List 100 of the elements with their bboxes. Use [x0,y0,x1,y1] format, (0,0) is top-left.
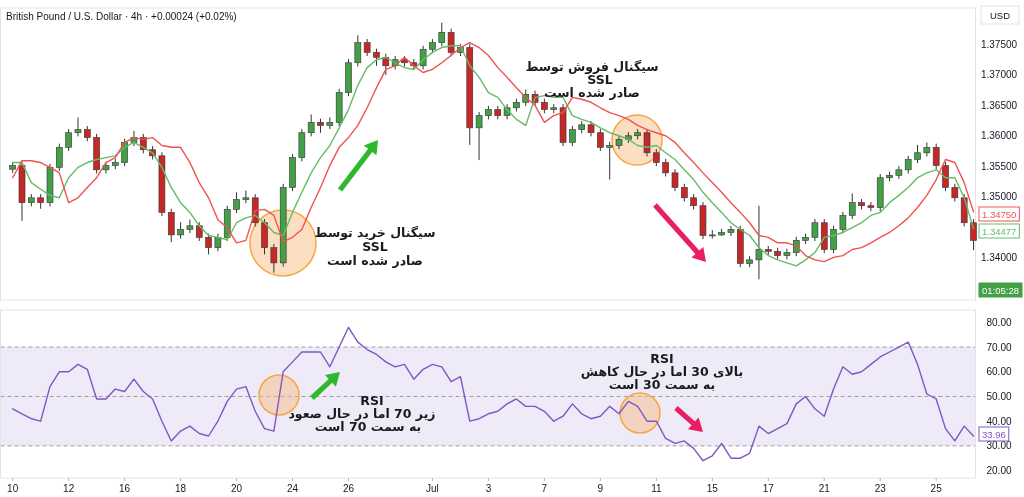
candlestick [914,144,921,164]
candlestick [363,38,371,57]
candlestick [653,148,660,167]
candlestick [429,38,436,54]
candlestick [186,219,194,234]
x-tick-label: 25 [930,482,943,494]
candlestick [615,135,623,150]
candlestick [597,128,604,152]
x-tick-label: Jul [426,482,439,494]
candlestick [242,190,250,204]
x-tick-label: 24 [286,482,299,494]
candlestick [820,218,828,254]
candlestick [662,158,669,178]
candlestick [858,198,865,210]
x-tick-label: 21 [818,482,831,494]
y-tick-label: 1.35000 [980,191,1018,203]
candlestick [709,229,716,240]
candlestick [9,161,16,174]
candlestick [158,151,166,217]
candlestick [848,193,856,220]
candlestick [93,133,100,174]
y-tick-label: 1.37000 [980,69,1018,81]
candlestick [307,113,315,137]
annotation: صادر شده است [544,84,640,100]
candlestick [764,245,772,256]
candlestick [839,211,847,234]
annotation: RSI [650,350,674,366]
candlestick [18,161,26,222]
x-tick-label: 10 [7,482,19,494]
candlestick [298,128,306,162]
y-tick-label: 1.35500 [980,160,1018,172]
x-tick-label: 23 [874,482,887,494]
candlestick [111,158,119,170]
candlestick [671,168,679,192]
x-tick-label: 17 [762,482,775,494]
candlestick [634,128,641,140]
x-tick-label: 16 [119,482,131,494]
candlestick [289,153,296,192]
candlestick [559,103,567,147]
candlestick [177,221,184,240]
candlestick [28,193,35,207]
candlestick [970,218,977,251]
x-tick-label: 12 [63,482,75,494]
candlestick [447,28,455,57]
candlestick [550,103,558,114]
candlestick [942,161,949,192]
y-tick-label: 1.36000 [980,130,1018,142]
candlestick [802,233,809,245]
candlestick [578,120,586,134]
candlestick [466,43,474,146]
y-tick-label: 60.00 [986,366,1012,378]
candlestick [233,191,240,214]
candlestick [895,165,903,180]
candlestick [699,201,707,240]
candlestick [587,120,595,137]
candlestick [438,22,446,47]
candlestick [867,201,875,212]
y-tick-label: 1.37500 [980,39,1018,50]
x-tick-label: 11 [651,482,662,494]
y-tick-label: 80.00 [986,316,1012,328]
x-tick-label: 15 [706,482,719,494]
y-tick-label: 50.00 [986,390,1012,402]
y-tick-label: 30.00 [986,440,1012,452]
candlestick [783,248,791,260]
annotation: سیگنال فروش توسط [525,58,659,74]
annotation: RSI [360,392,384,408]
x-tick-label: 20 [230,482,243,494]
candlestick [485,105,492,120]
candlestick [46,163,54,207]
candlestick [195,221,203,242]
candlestick [690,193,697,210]
annotation: صادر شده است [327,252,423,268]
candlestick [317,118,324,134]
y-tick-label: 20.00 [986,465,1012,477]
candlestick [643,128,651,157]
candlestick [876,173,884,212]
candlestick [279,183,287,268]
x-tick-label: 18 [175,482,187,494]
candlestick [84,125,91,142]
x-tick-label: 7 [541,482,548,494]
candlestick [214,233,222,252]
y-tick-label: 40.00 [986,415,1012,427]
y-axis-title: USD [989,9,1011,21]
candlestick [923,141,931,157]
candlestick [727,225,735,237]
candlestick [167,208,175,243]
candlestick [270,243,278,274]
candlestick [56,143,63,172]
chart-title: British Pound / U.S. Dollar · 4h · +0.00024 (+0.02%) [6,10,237,22]
x-tick-label: 3 [485,482,492,494]
y-tick-label: 70.00 [986,341,1012,353]
y-tick-label: 1.36500 [980,99,1018,111]
candlestick [755,205,763,280]
line-series [11,326,975,462]
candlestick [65,128,72,152]
y-tick-label: 1.34000 [980,251,1018,263]
candlestick [335,88,343,127]
candlestick [74,117,82,137]
candlestick [569,125,576,147]
candlestick [345,58,352,97]
